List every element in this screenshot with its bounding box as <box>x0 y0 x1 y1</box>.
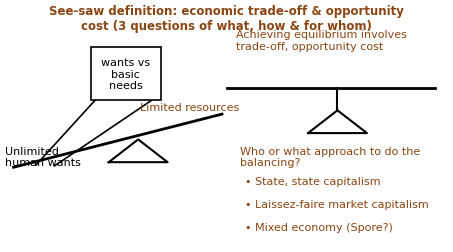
Text: See-saw definition: economic trade-off & opportunity
cost (3 questions of what, : See-saw definition: economic trade-off &… <box>49 5 404 33</box>
Text: • Laissez-faire market capitalism: • Laissez-faire market capitalism <box>245 199 429 209</box>
Text: Limited resources: Limited resources <box>140 102 240 112</box>
Text: Unlimited
human wants: Unlimited human wants <box>5 146 80 168</box>
Text: wants vs
basic
needs: wants vs basic needs <box>101 58 150 91</box>
FancyBboxPatch shape <box>91 48 161 101</box>
Text: Achieving equilibrium involves
trade-off, opportunity cost: Achieving equilibrium involves trade-off… <box>236 30 406 52</box>
Text: Who or what approach to do the
balancing?: Who or what approach to do the balancing… <box>240 146 420 168</box>
Text: • State, state capitalism: • State, state capitalism <box>245 176 380 186</box>
Text: • Mixed economy (Spore?): • Mixed economy (Spore?) <box>245 222 392 232</box>
